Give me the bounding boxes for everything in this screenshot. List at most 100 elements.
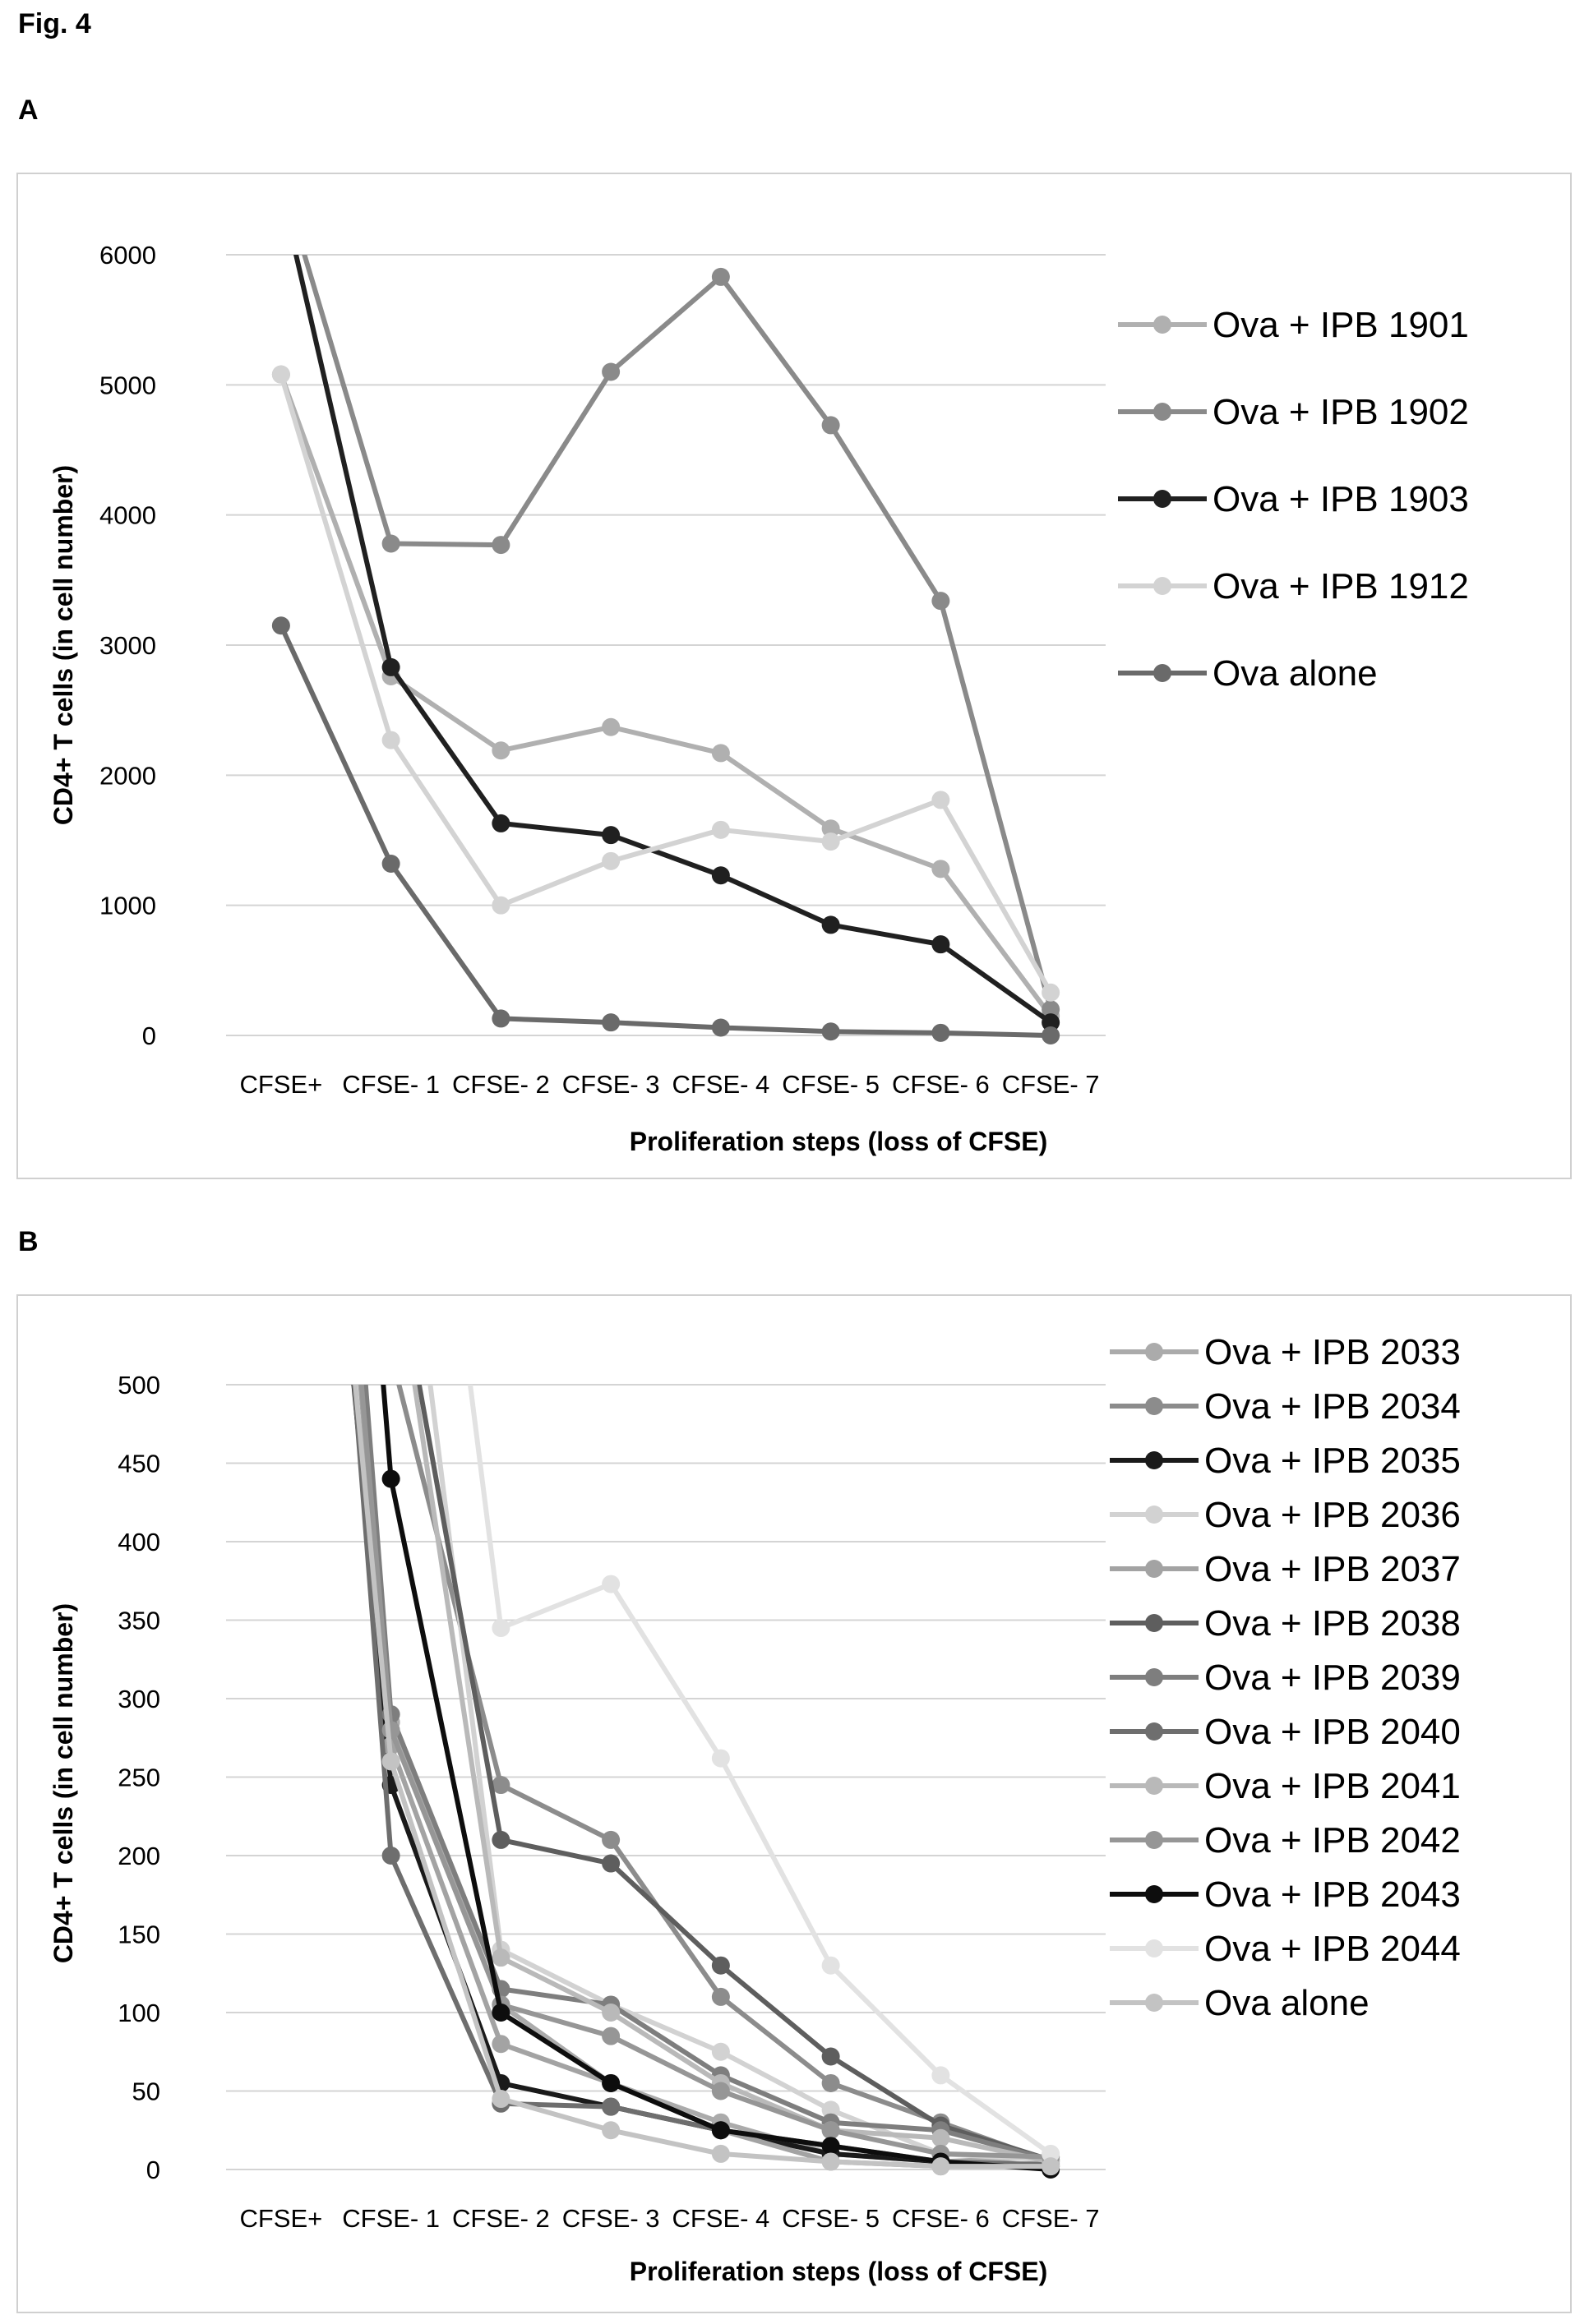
data-point xyxy=(272,120,290,138)
series-10 xyxy=(358,1385,1060,2166)
data-point xyxy=(272,434,290,452)
legend-marker xyxy=(1153,403,1171,421)
x-tick-label: CFSE+ xyxy=(239,1070,322,1099)
x-tick-label: CFSE- 6 xyxy=(892,2204,990,2233)
legend-marker xyxy=(1145,1668,1163,1686)
data-point xyxy=(1042,1026,1060,1044)
series-12 xyxy=(467,1385,1060,2163)
data-point xyxy=(821,2121,840,2140)
series-line xyxy=(467,1385,1052,2156)
data-point xyxy=(602,1013,621,1032)
data-point xyxy=(272,277,290,295)
data-point xyxy=(711,1987,730,2006)
series-13 xyxy=(353,1385,1060,2176)
legend-entry: Ova + IPB 1902 xyxy=(1118,392,1469,432)
data-point xyxy=(602,1575,621,1593)
data-point xyxy=(711,267,730,286)
series-1 xyxy=(271,365,1060,1026)
data-point xyxy=(492,1830,510,1849)
legend-label: Ova + IPB 2040 xyxy=(1204,1712,1461,1752)
data-point xyxy=(602,1854,621,1873)
data-point xyxy=(1042,1000,1060,1019)
legend-label: Ova alone xyxy=(1204,1983,1370,2023)
legend-entry: Ova + IPB 1912 xyxy=(1118,566,1469,606)
data-point xyxy=(931,2157,950,2176)
data-point xyxy=(382,1219,400,1237)
data-point xyxy=(492,814,510,832)
data-point xyxy=(492,1948,510,1967)
legend-label: Ova alone xyxy=(1213,653,1378,694)
y-tick-label: 100 xyxy=(118,1999,160,2027)
data-point xyxy=(711,1018,730,1037)
legend-label: Ova + IPB 2033 xyxy=(1204,1332,1461,1372)
y-tick-label: 5000 xyxy=(99,371,156,399)
series-line xyxy=(358,1385,1051,2170)
legend-marker xyxy=(1145,1451,1163,1469)
legend-label: Ova + IPB 1903 xyxy=(1213,479,1469,519)
panel-label-b: B xyxy=(18,1226,39,1257)
legend-entry: Ova + IPB 1901 xyxy=(1118,305,1469,345)
legend-marker xyxy=(1153,577,1171,595)
legend-marker xyxy=(1145,1777,1163,1795)
data-point xyxy=(492,536,510,555)
data-point xyxy=(602,2027,621,2045)
data-point xyxy=(821,2100,840,2119)
series-line xyxy=(353,1385,1051,2170)
series-1 xyxy=(272,277,1060,2171)
legend-label: Ova + IPB 2039 xyxy=(1204,1658,1461,1698)
chart-panel-a xyxy=(16,173,1572,1179)
series-7 xyxy=(272,277,1060,2170)
series-line xyxy=(416,1385,1052,2163)
legend-label: Ova + IPB 2035 xyxy=(1204,1441,1461,1481)
chart-a: 0 1000 2000 3000 4000 5000 6000 CFSE+ CFSE- 1 CFS… xyxy=(49,168,1469,1156)
data-point xyxy=(492,1619,510,1638)
data-point xyxy=(931,2128,950,2147)
y-axis-title: CD4+ T cells (in cell number) xyxy=(49,465,78,825)
legend-entry: Ova + IPB 2033 xyxy=(1110,1332,1461,1372)
data-point xyxy=(272,591,290,609)
y-axis-title: CD4+ T cells (in cell number) xyxy=(49,1603,78,1963)
legend-entry: Ova + IPB 2043 xyxy=(1110,1874,1461,1915)
x-tick-label: CFSE- 7 xyxy=(1002,2204,1100,2233)
data-point xyxy=(602,362,621,381)
data-point xyxy=(272,168,290,186)
data-point xyxy=(821,1956,840,1975)
y-tick-label: 400 xyxy=(118,1528,160,1556)
data-point xyxy=(1042,1013,1060,1032)
data-point xyxy=(931,2066,950,2085)
legend-marker xyxy=(1153,316,1171,334)
series-3 xyxy=(272,591,1060,2176)
data-point xyxy=(602,2121,621,2140)
legend-label: Ova + IPB 2036 xyxy=(1204,1495,1461,1535)
data-point xyxy=(821,915,840,934)
data-point xyxy=(821,819,840,838)
legend-entry: Ova + IPB 2036 xyxy=(1110,1495,1461,1535)
legend-entry: Ova + IPB 2037 xyxy=(1110,1549,1461,1589)
x-tick-label: CFSE- 6 xyxy=(892,1070,990,1099)
series-line xyxy=(363,1385,1051,2165)
figure-title: Fig. 4 xyxy=(18,8,91,39)
x-tick-label: CFSE- 2 xyxy=(452,1070,550,1099)
series-line xyxy=(351,1385,1051,2170)
data-point xyxy=(1042,2144,1060,2163)
legend-label: Ova + IPB 1902 xyxy=(1213,392,1469,432)
x-tick-label: CFSE+ xyxy=(239,2204,322,2233)
series-4 xyxy=(271,365,1060,1002)
legend-marker xyxy=(1145,1614,1163,1632)
data-point xyxy=(711,866,730,885)
data-point xyxy=(272,277,290,295)
data-point xyxy=(711,1956,730,1975)
series-line xyxy=(302,255,1054,1011)
data-point xyxy=(272,277,290,295)
x-axis-title: Proliferation steps (loss of CFSE) xyxy=(630,2257,1048,2286)
legend-marker xyxy=(1145,1885,1163,1903)
chart-panel-b xyxy=(16,1294,1572,2313)
data-point xyxy=(272,120,290,138)
y-tick-label: 50 xyxy=(132,2077,160,2106)
data-point xyxy=(821,2137,840,2156)
legend-label: Ova + IPB 1912 xyxy=(1213,566,1469,606)
y-tick-label: 500 xyxy=(118,1371,160,1399)
series-9 xyxy=(272,277,1060,2171)
data-point xyxy=(1042,2157,1060,2176)
